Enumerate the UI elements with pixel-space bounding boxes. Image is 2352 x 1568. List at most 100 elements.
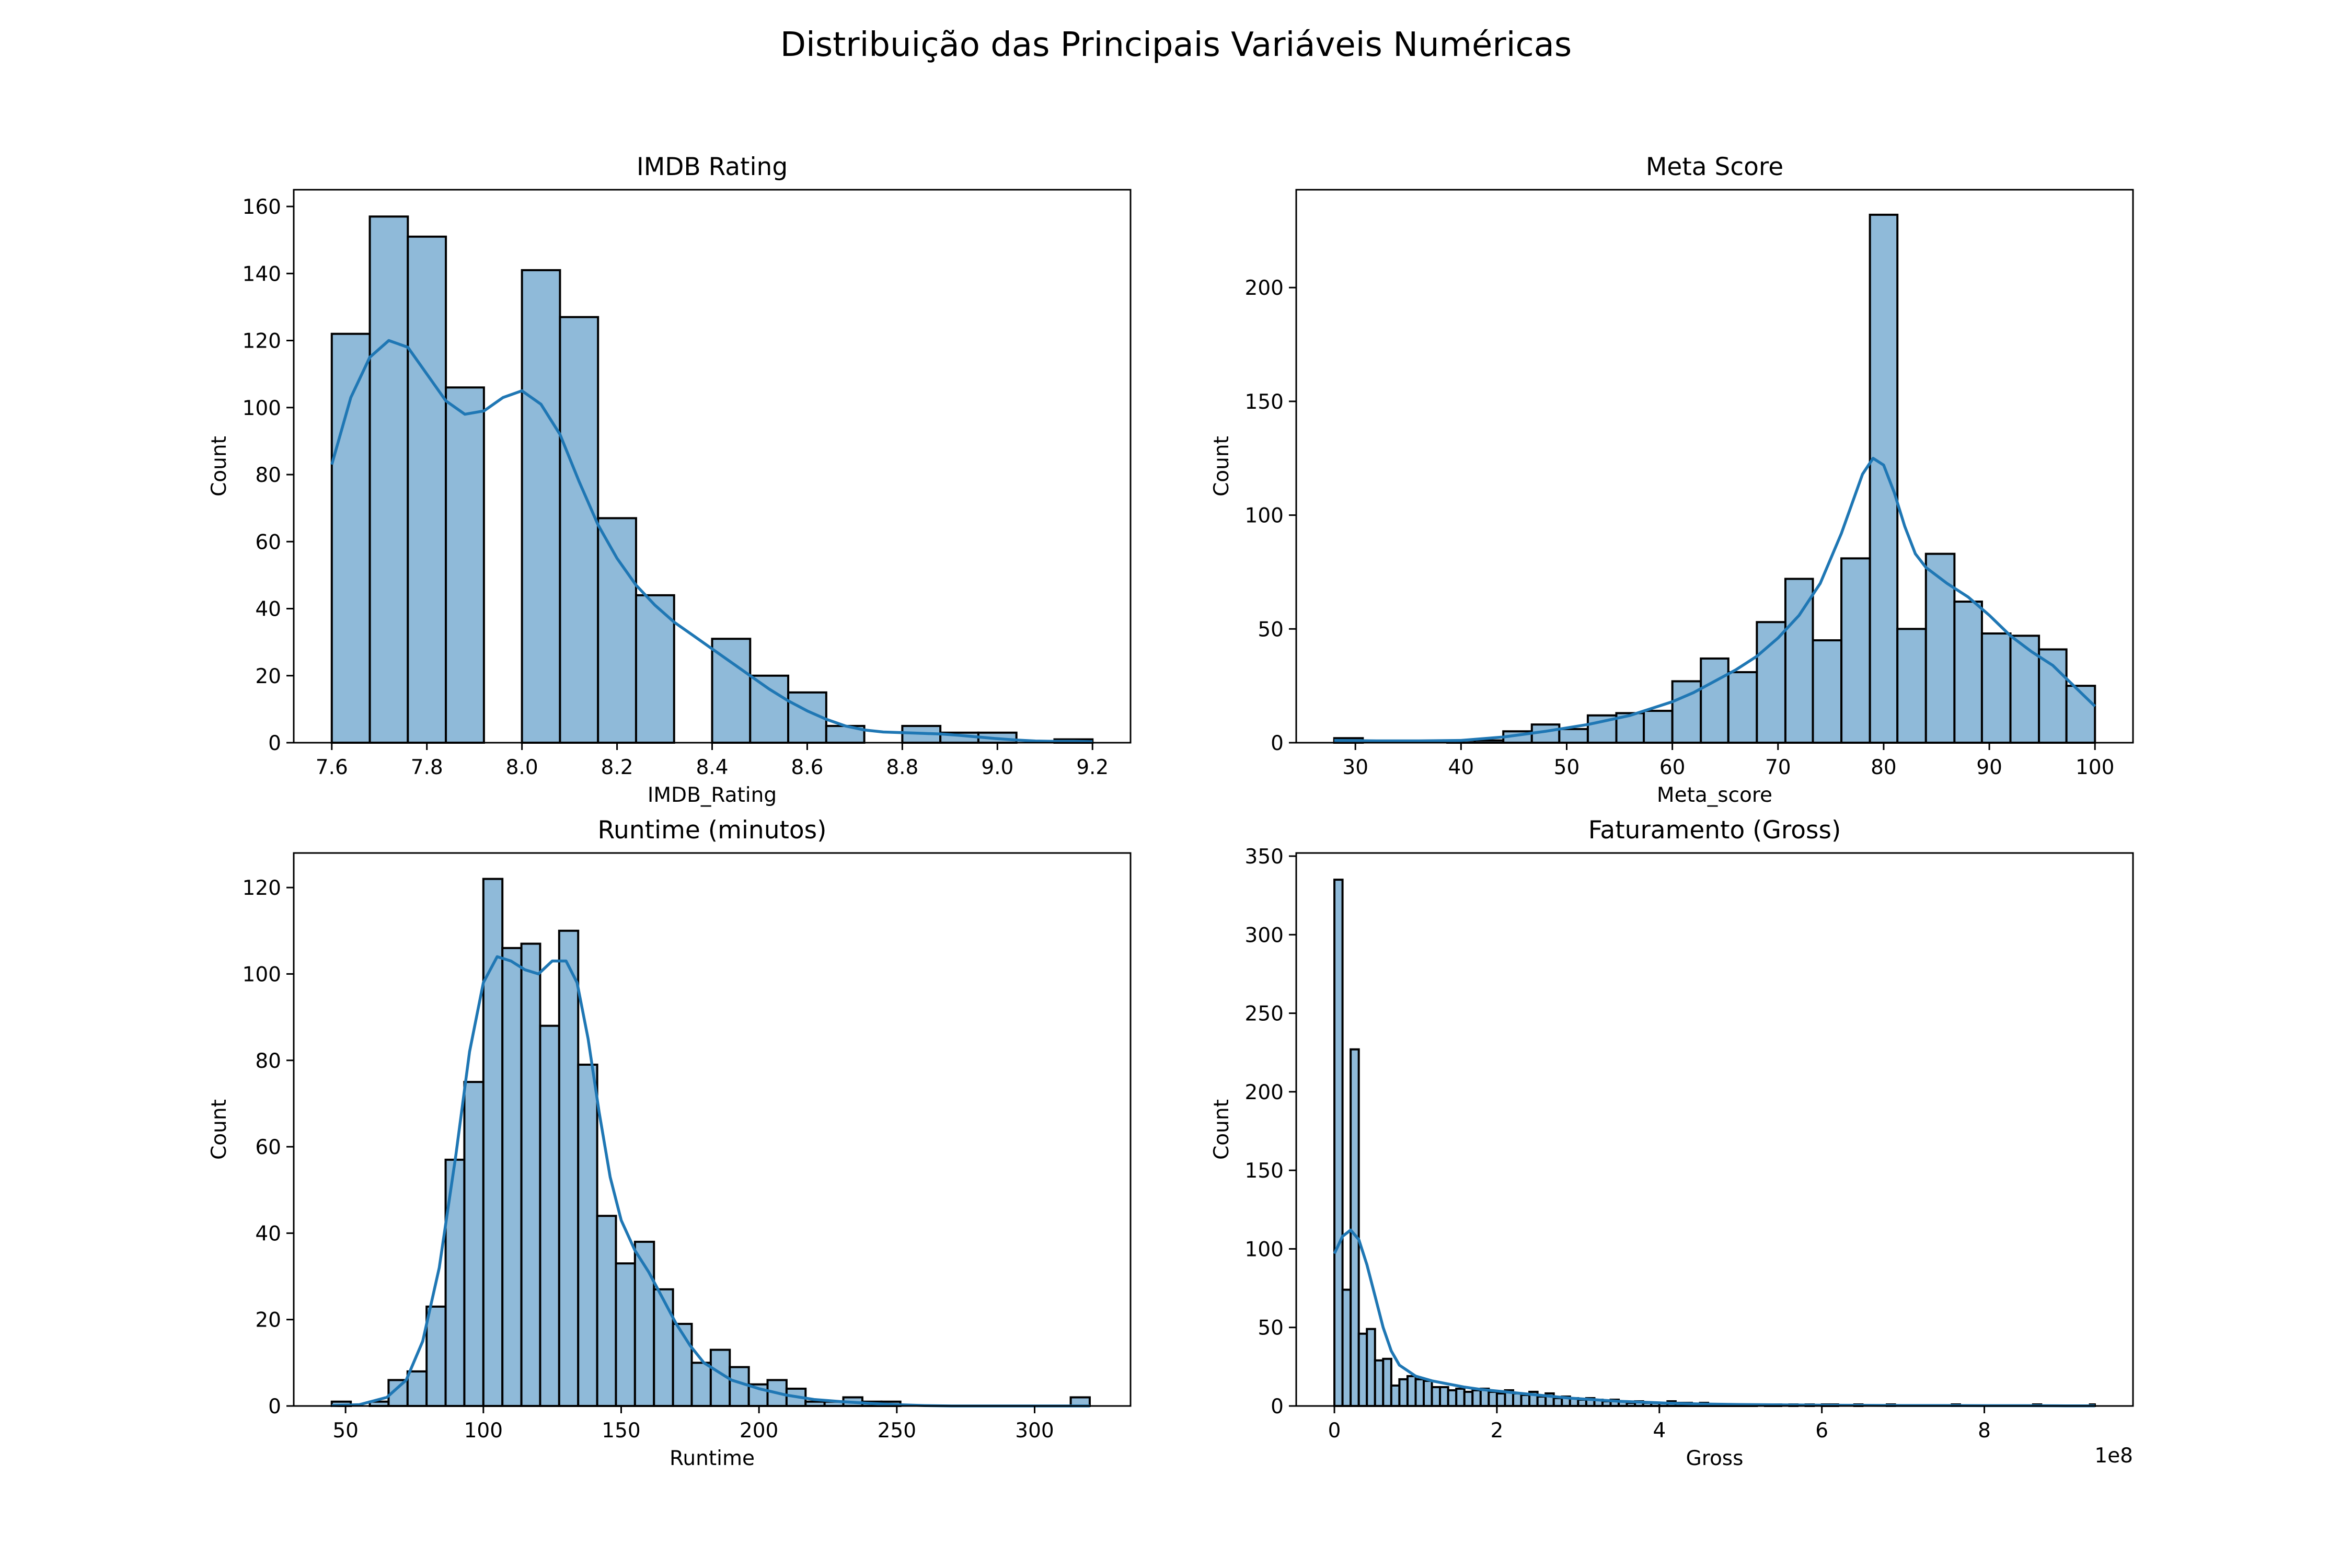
histogram-bar [1414, 1378, 1425, 1407]
histogram-bar [1495, 1392, 1506, 1408]
histogram-bar [368, 215, 409, 744]
histogram-bar [1471, 1389, 1482, 1407]
x-tick-label: 8.6 [791, 756, 823, 779]
histogram-bar [749, 674, 790, 744]
histogram-bar [463, 1081, 485, 1407]
histogram-bar [1700, 657, 1730, 744]
histogram-bar [1431, 1386, 1442, 1408]
histogram-bar [1577, 1398, 1587, 1408]
y-tick-label: 40 [255, 1222, 281, 1246]
y-tick-label: 0 [268, 732, 281, 755]
y-axis-label: Count [1210, 436, 1233, 497]
histogram-bar [1840, 557, 1871, 744]
histogram-bar [1423, 1379, 1433, 1408]
x-tick-label: 9.0 [981, 756, 1013, 779]
y-tick-label: 60 [255, 1136, 281, 1159]
y-tick-label: 300 [1245, 924, 1284, 947]
histogram-bar [1455, 1387, 1466, 1407]
y-tick-label: 150 [1245, 1159, 1284, 1183]
histogram-bar [1980, 632, 2012, 744]
histogram-bar [1357, 1332, 1368, 1407]
histogram-bar [425, 1305, 447, 1407]
x-tick-label: 8.0 [506, 756, 538, 779]
y-tick-label: 60 [255, 531, 281, 554]
x-tick-label: 8.8 [886, 756, 918, 779]
x-tick-label: 100 [464, 1419, 503, 1443]
x-axis-label: Gross [1686, 1447, 1744, 1470]
histogram-bar [1463, 1390, 1474, 1408]
histogram-bar [406, 1370, 428, 1407]
histogram-bar [1390, 1384, 1401, 1407]
histogram-bar [615, 1262, 636, 1407]
y-axis-label: Count [1210, 1099, 1233, 1160]
subplot-title: Faturamento (Gross) [1588, 816, 1841, 845]
y-tick-label: 120 [243, 330, 281, 353]
y-tick-label: 20 [255, 1309, 281, 1332]
y-tick-label: 150 [1245, 390, 1284, 414]
x-tick-label: 300 [1015, 1419, 1054, 1443]
y-tick-label: 80 [255, 464, 281, 487]
y-tick-label: 40 [255, 598, 281, 621]
histogram-bar [1812, 639, 1843, 744]
y-tick-label: 200 [1245, 1081, 1284, 1104]
x-tick-label: 4 [1653, 1419, 1666, 1443]
y-tick-label: 100 [243, 397, 281, 420]
y-tick-label: 0 [268, 1395, 281, 1419]
axes-frame [1295, 189, 2134, 744]
x-tick-label: 30 [1342, 756, 1368, 779]
histogram-bar [597, 517, 637, 744]
histogram-bar [577, 1064, 598, 1407]
histogram-bar [1953, 601, 1983, 744]
x-tick-label: 90 [1976, 756, 2002, 779]
histogram-bar [1896, 628, 1927, 744]
histogram-bar [1382, 1357, 1392, 1408]
histogram-bar [1924, 552, 1956, 744]
histogram-bar [1520, 1393, 1531, 1407]
histogram-bar [1366, 1328, 1376, 1408]
histogram-bar [1558, 728, 1589, 744]
histogram-bar [2009, 635, 2040, 744]
x-tick-label: 9.2 [1076, 756, 1109, 779]
subplot-3: 50 100 150 200 250 300 0 20 40 60 80 100 120 Runtime … [207, 816, 1132, 1470]
y-tick-label: 100 [1245, 1238, 1284, 1261]
histogram-bar [407, 235, 447, 744]
histogram-bar [1869, 213, 1899, 744]
x-tick-label: 60 [1659, 756, 1686, 779]
y-tick-label: 0 [1271, 732, 1284, 755]
histogram-bar [672, 1322, 693, 1407]
y-tick-label: 350 [1245, 845, 1284, 869]
histogram-bar [1333, 879, 1344, 1407]
histogram-bar [1406, 1375, 1417, 1408]
kde-line [331, 955, 1090, 1408]
axes-frame [293, 852, 1132, 1407]
x-tick-label: 0 [1328, 1419, 1341, 1443]
subplot-title: Runtime (minutos) [597, 816, 826, 845]
subplot-title: IMDB Rating [637, 153, 788, 181]
y-tick-label: 200 [1245, 276, 1284, 300]
x-tick-label: 40 [1448, 756, 1474, 779]
x-tick-label: 8 [1978, 1419, 1991, 1443]
histogram-bar [1756, 621, 1786, 744]
x-tick-label: 2 [1491, 1419, 1504, 1443]
y-axis-label: Count [207, 436, 231, 497]
histogram-bar [635, 594, 675, 744]
y-tick-label: 140 [243, 262, 281, 286]
histogram-bar [559, 316, 599, 744]
histogram-bar [539, 1024, 560, 1407]
histogram-bar [445, 386, 485, 744]
y-tick-label: 100 [243, 963, 281, 986]
subplot-4: 0 2 4 6 8 0 50 100 150 200 250 300 350 Faturamento (G… [1210, 816, 2134, 1470]
histogram-bar [1727, 671, 1758, 744]
subplot-title: Meta Score [1646, 153, 1783, 181]
histogram-bar [558, 929, 580, 1407]
x-tick-label: 8.4 [696, 756, 728, 779]
y-axis-label: Count [207, 1099, 231, 1160]
y-tick-label: 50 [1258, 1317, 1284, 1340]
histogram-bar [1350, 1048, 1360, 1407]
y-tick-label: 80 [255, 1050, 281, 1073]
y-tick-label: 160 [243, 195, 281, 219]
y-tick-label: 0 [1271, 1395, 1284, 1419]
axes-frame [1295, 852, 2134, 1407]
x-axis-label: Runtime [670, 1447, 755, 1470]
